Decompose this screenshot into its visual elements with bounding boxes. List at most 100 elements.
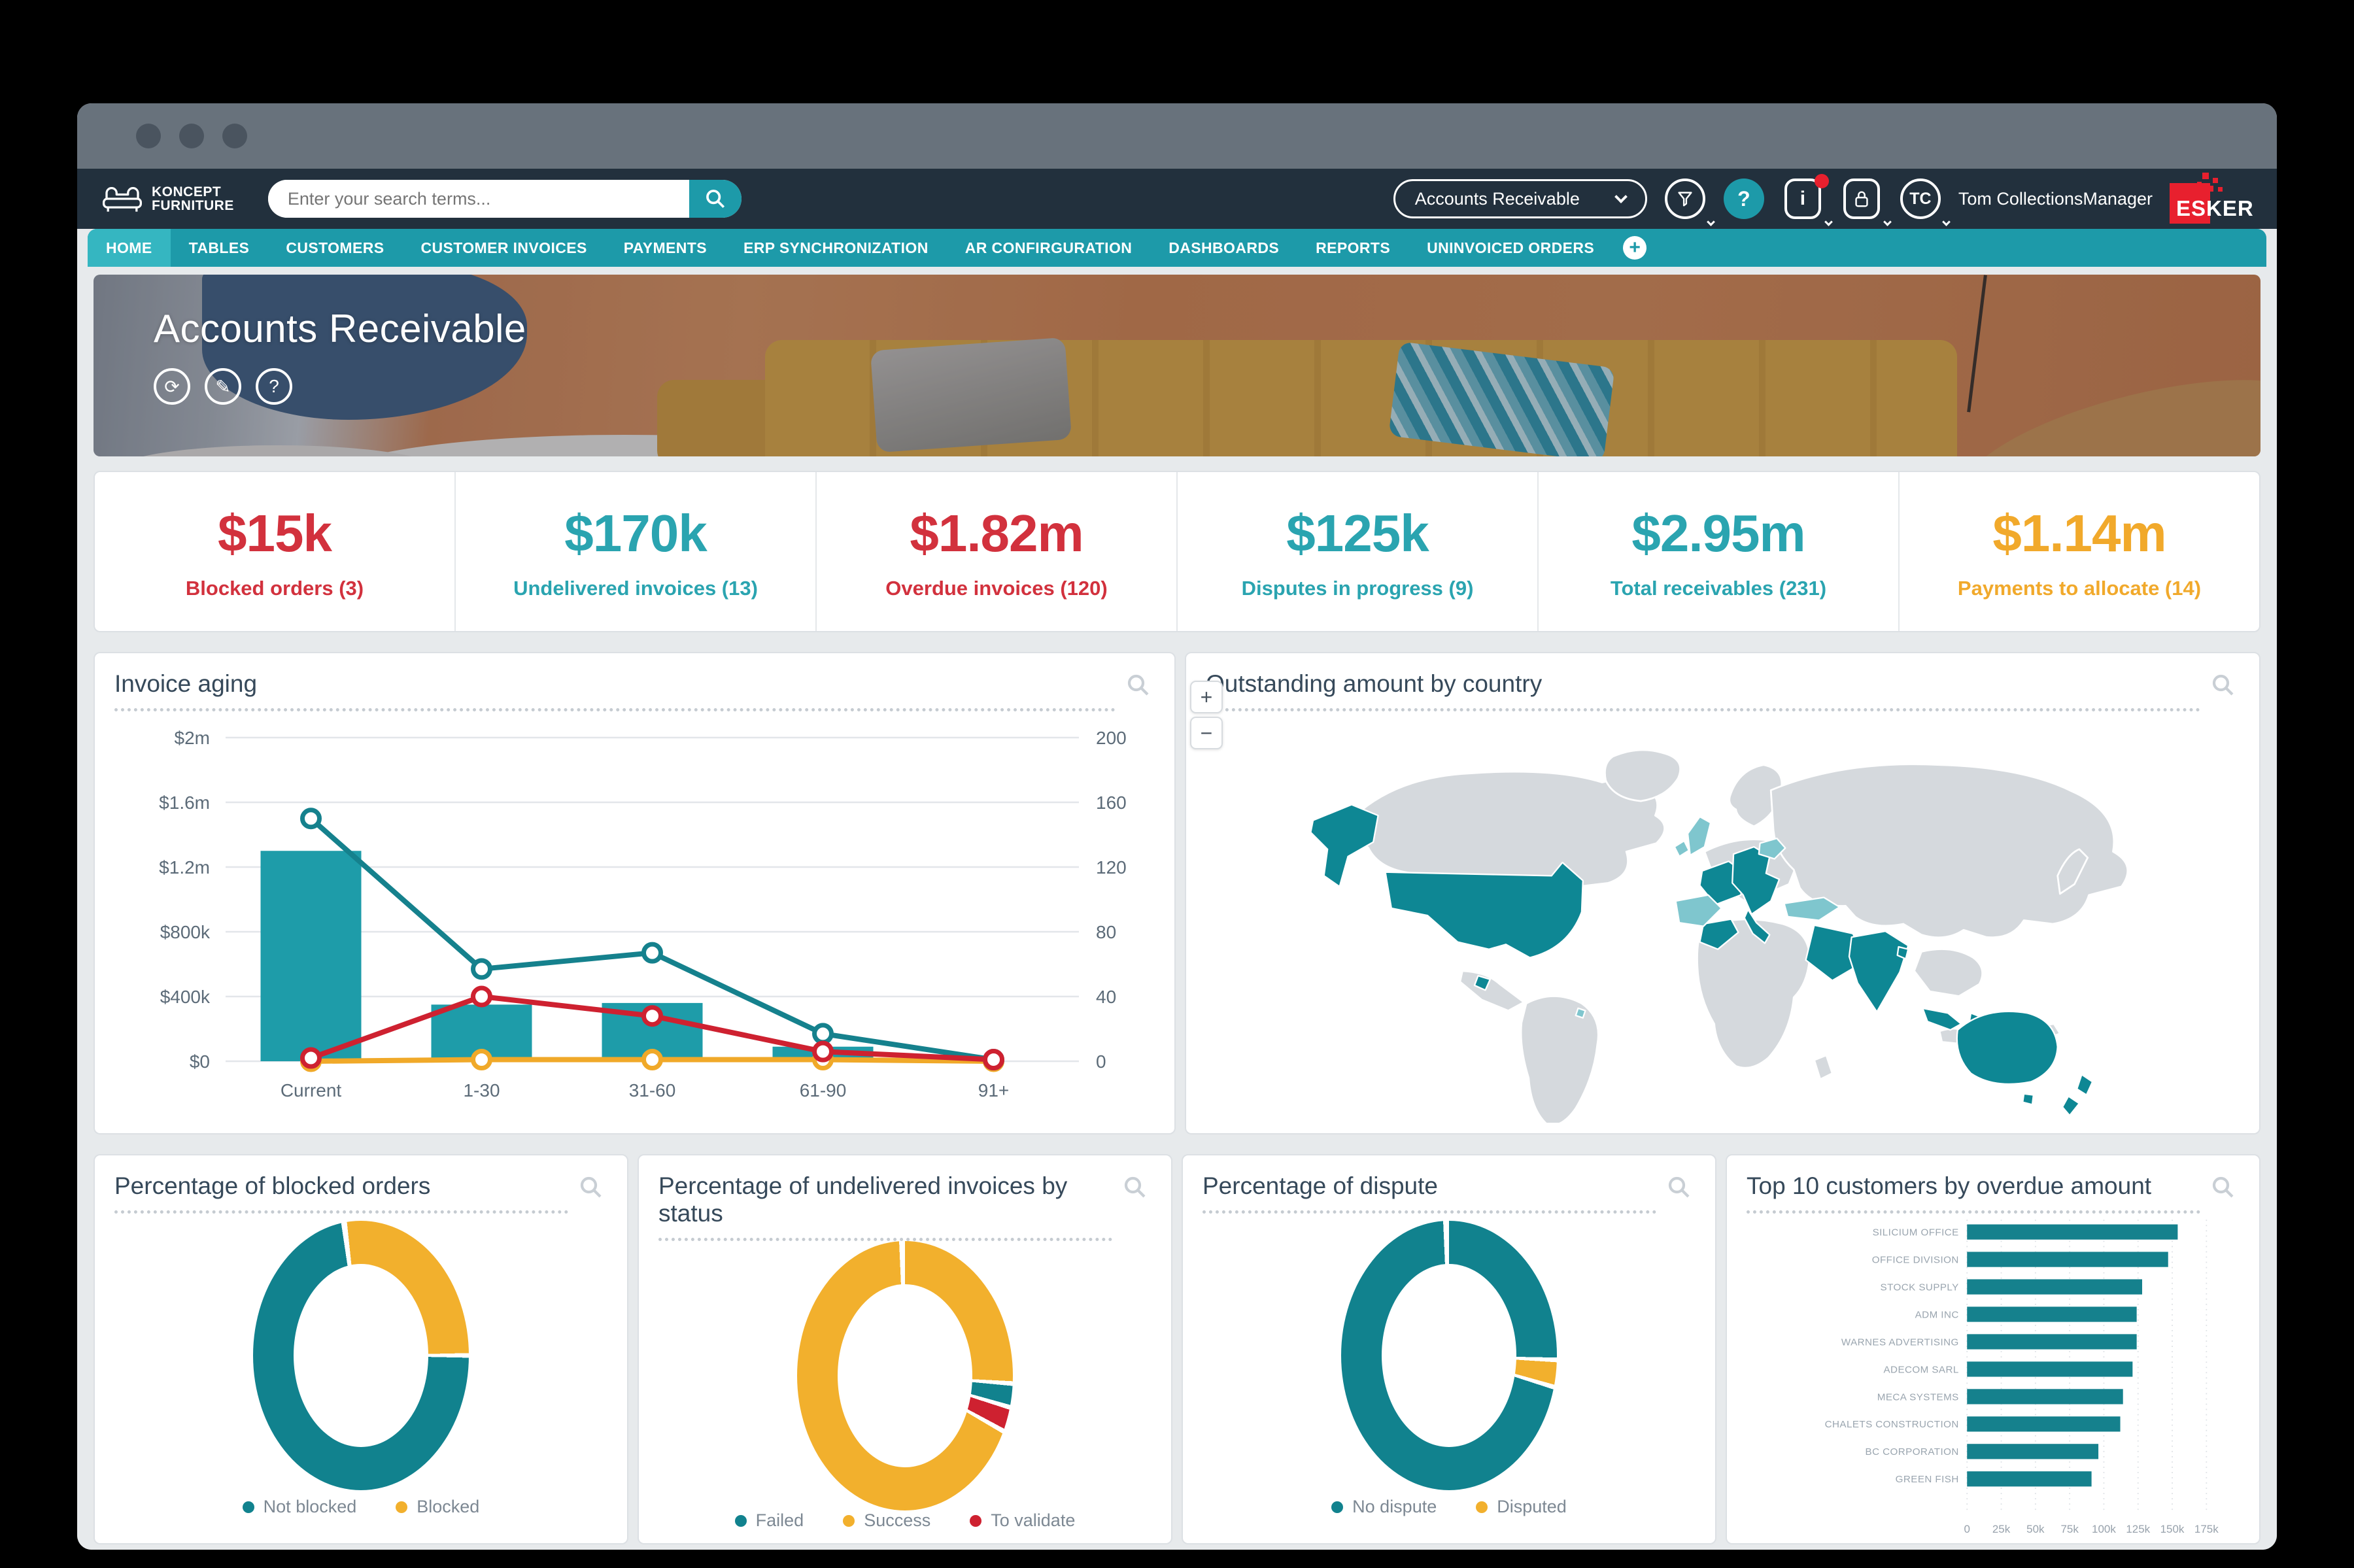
window-titlebar	[77, 103, 2277, 169]
chevron-down-icon	[1824, 218, 1833, 226]
map-turkey-highlight	[1783, 896, 1841, 921]
magnifier-icon[interactable]	[1121, 1174, 1149, 1201]
help-circle-icon[interactable]: ?	[256, 368, 292, 405]
page-content: HOME TABLES CUSTOMERS CUSTOMER INVOICES PAYM…	[77, 229, 2277, 1550]
legend-label: To validate	[991, 1510, 1076, 1530]
svg-text:OFFICE DIVISION: OFFICE DIVISION	[1872, 1254, 1959, 1265]
svg-text:$1.2m: $1.2m	[159, 857, 210, 878]
svg-text:$0: $0	[190, 1051, 210, 1072]
undelivered-invoices-donut[interactable]	[658, 1241, 1151, 1510]
kpi-undelivered-invoices-13-[interactable]: $170k Undelivered invoices (13)	[456, 472, 817, 631]
module-selector-dropdown[interactable]: Accounts Receivable	[1393, 179, 1647, 218]
magnifier-icon[interactable]	[1125, 672, 1152, 699]
world-map[interactable]	[1206, 725, 2240, 1127]
kpi-label: Total receivables (231)	[1610, 576, 1827, 600]
user-name: Tom CollectionsManager	[1958, 188, 2153, 209]
map-new-zealand-highlight	[2076, 1074, 2094, 1096]
svg-text:40: 40	[1096, 987, 1116, 1007]
app-toolbar: KONCEPT FURNITURE Accounts Receivable	[77, 169, 2277, 229]
svg-text:91+: 91+	[978, 1080, 1010, 1100]
refresh-icon[interactable]: ⟳	[154, 368, 190, 405]
info-button[interactable]: i	[1782, 174, 1833, 226]
tab-customers[interactable]: CUSTOMERS	[286, 239, 384, 256]
tab-customer-invoices[interactable]: CUSTOMER INVOICES	[420, 239, 587, 256]
chart-legend: No dispute Disputed	[1203, 1497, 1696, 1526]
dispute-donut[interactable]	[1203, 1214, 1696, 1497]
legend-item-blocked[interactable]: Blocked	[396, 1497, 479, 1517]
kpi-value: $2.95m	[1631, 503, 1805, 562]
map-malaysia-highlight	[1922, 1007, 1962, 1031]
kpi-value: $15k	[218, 503, 332, 562]
edit-pencil-icon[interactable]: ✎	[205, 368, 241, 405]
search-input[interactable]	[267, 180, 689, 218]
svg-text:80: 80	[1096, 922, 1116, 942]
kpi-disputes-in-progress-9-[interactable]: $125k Disputes in progress (9)	[1178, 472, 1539, 631]
tab-tables[interactable]: TABLES	[188, 239, 250, 256]
dispute-panel: Percentage of dispute No dispute Disputed	[1182, 1154, 1716, 1544]
chevron-down-icon	[1883, 218, 1892, 226]
filter-button[interactable]	[1664, 178, 1715, 226]
legend-label: Failed	[755, 1510, 804, 1530]
svg-text:$1.6m: $1.6m	[159, 793, 210, 813]
svg-text:WARNES ADVERTISING: WARNES ADVERTISING	[1841, 1337, 1959, 1348]
map-zoom-out-button[interactable]: −	[1190, 717, 1223, 749]
security-button[interactable]	[1841, 178, 1892, 226]
invoice-aging-chart[interactable]: $0 0 $400k 40 $800k 80 $1.2m 120 $1.6m 160 $2m 200 C…	[114, 718, 1157, 1110]
legend-item-failed[interactable]: Failed	[734, 1510, 804, 1531]
brand-line2: FURNITURE	[152, 198, 234, 213]
map-uk-highlight	[1686, 815, 1712, 857]
svg-text:125k: 125k	[2126, 1523, 2150, 1535]
kpi-overdue-invoices-120-[interactable]: $1.82m Overdue invoices (120)	[817, 472, 1178, 631]
legend-item-no-dispute[interactable]: No dispute	[1331, 1497, 1437, 1517]
legend-label: Success	[864, 1510, 931, 1530]
legend-dot	[1476, 1501, 1488, 1513]
map-morocco-highlight	[1699, 918, 1739, 950]
tab-payments[interactable]: PAYMENTS	[623, 239, 707, 256]
map-usa-highlight	[1384, 861, 1584, 959]
kpi-blocked-orders-3-[interactable]: $15k Blocked orders (3)	[95, 472, 456, 631]
search-button[interactable]	[689, 180, 742, 218]
window-control-dot[interactable]	[136, 124, 161, 148]
top10-customers-chart[interactable]: 0 25k 50k 75k 100k 125k 150k 175k SILICIUM OFFIC…	[1747, 1216, 2245, 1543]
map-zoom-in-button[interactable]: +	[1190, 681, 1223, 713]
tab-dashboards[interactable]: DASHBOARDS	[1168, 239, 1280, 256]
tab-list: HOME TABLES CUSTOMERS CUSTOMER INVOICES PAYM…	[88, 229, 1612, 267]
kpi-payments-to-allocate-14-[interactable]: $1.14m Payments to allocate (14)	[1900, 472, 2259, 631]
tab-erp-synchronization[interactable]: ERP SYNCHRONIZATION	[743, 239, 929, 256]
kpi-total-receivables-231-[interactable]: $2.95m Total receivables (231)	[1539, 472, 1900, 631]
legend-item-not-blocked[interactable]: Not blocked	[242, 1497, 356, 1517]
magnifier-icon[interactable]	[2209, 1174, 2237, 1201]
kpi-label: Undelivered invoices (13)	[513, 576, 758, 600]
avatar-initials: TC	[1900, 179, 1941, 219]
legend-item-to-validate[interactable]: To validate	[970, 1510, 1075, 1531]
help-button[interactable]: ?	[1723, 178, 1765, 220]
legend-item-success[interactable]: Success	[843, 1510, 930, 1531]
blocked-orders-donut[interactable]	[114, 1214, 607, 1497]
legend-dot	[734, 1514, 747, 1527]
tab-reports[interactable]: REPORTS	[1316, 239, 1391, 256]
hero-banner: Accounts Receivable ⟳ ✎ ?	[94, 275, 2260, 456]
user-avatar[interactable]: TC	[1900, 178, 1951, 226]
tab-uninvoiced-orders[interactable]: UNINVOICED ORDERS	[1427, 239, 1595, 256]
outstanding-by-country-panel: Outstanding amount by country + −	[1185, 652, 2260, 1134]
legend-dot	[396, 1501, 408, 1513]
magnifier-icon[interactable]	[577, 1174, 605, 1201]
window-control-dot[interactable]	[222, 124, 247, 148]
svg-text:SILICIUM OFFICE: SILICIUM OFFICE	[1873, 1227, 1959, 1238]
tab-home[interactable]: HOME	[88, 229, 171, 267]
legend-item-disputed[interactable]: Disputed	[1476, 1497, 1567, 1517]
magnifier-icon[interactable]	[2209, 672, 2237, 699]
page-title: Accounts Receivable	[154, 307, 526, 350]
kpi-label: Disputes in progress (9)	[1241, 576, 1474, 600]
magnifier-icon[interactable]	[1665, 1174, 1693, 1201]
tab-ar-confirguration[interactable]: AR CONFIRGURATION	[964, 239, 1133, 256]
kpi-label: Payments to allocate (14)	[1957, 576, 2202, 600]
svg-text:$800k: $800k	[160, 922, 211, 942]
add-tab-button[interactable]: +	[1612, 229, 1657, 267]
kpi-row: $15k Blocked orders (3) $170k Undelivered i…	[94, 471, 2260, 632]
koncept-furniture-logo[interactable]: KONCEPT FURNITURE	[99, 183, 234, 214]
svg-text:BC CORPORATION: BC CORPORATION	[1866, 1446, 1959, 1457]
window-control-dot[interactable]	[179, 124, 204, 148]
map-south-america	[1520, 995, 1599, 1127]
